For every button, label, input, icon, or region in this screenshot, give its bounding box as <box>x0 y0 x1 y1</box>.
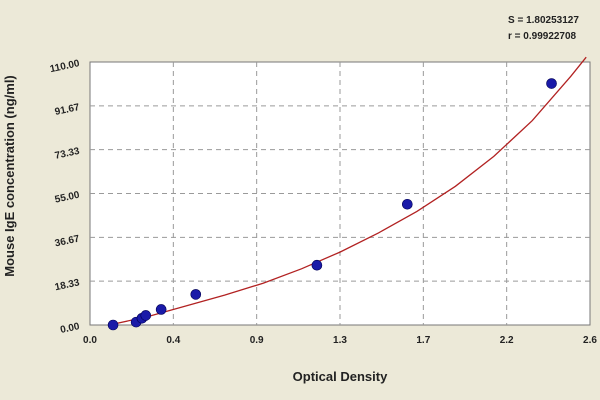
y-axis-label: Mouse IgE concentration (ng/ml) <box>2 75 17 277</box>
y-tick-label: 18.33 <box>54 277 81 293</box>
x-tick-label: 0.9 <box>250 335 264 346</box>
data-point <box>155 304 167 315</box>
y-tick-label: 0.00 <box>59 321 81 336</box>
data-points <box>107 78 557 331</box>
y-tick-label: 91.67 <box>54 102 81 118</box>
data-point <box>311 259 323 271</box>
x-tick-label: 0.4 <box>166 335 180 346</box>
data-point <box>140 310 152 321</box>
gridlines <box>90 62 590 325</box>
x-tick-label: 0.0 <box>83 335 97 346</box>
stat-r: r = 0.99922708 <box>508 31 577 42</box>
x-axis-label: Optical Density <box>293 369 388 384</box>
x-tick-label: 2.6 <box>583 335 597 346</box>
axis-ticks: 0.0 0.4 0.9 1.3 1.7 2.2 2.6 0.00 18.33 36.67 55.00… <box>49 58 597 346</box>
fit-curve <box>109 56 587 326</box>
data-point <box>107 319 119 331</box>
x-tick-label: 1.3 <box>333 335 347 346</box>
stat-s: S = 1.80253127 <box>508 15 579 26</box>
x-tick-label: 2.2 <box>500 335 514 346</box>
y-tick-label: 36.67 <box>54 233 81 249</box>
data-point <box>546 78 557 89</box>
data-point <box>402 198 413 210</box>
x-tick-label: 1.7 <box>416 335 430 346</box>
y-tick-label: 73.33 <box>54 146 81 162</box>
data-point <box>190 289 202 300</box>
y-tick-label: 110.00 <box>49 58 81 75</box>
y-tick-label: 55.00 <box>54 190 81 206</box>
